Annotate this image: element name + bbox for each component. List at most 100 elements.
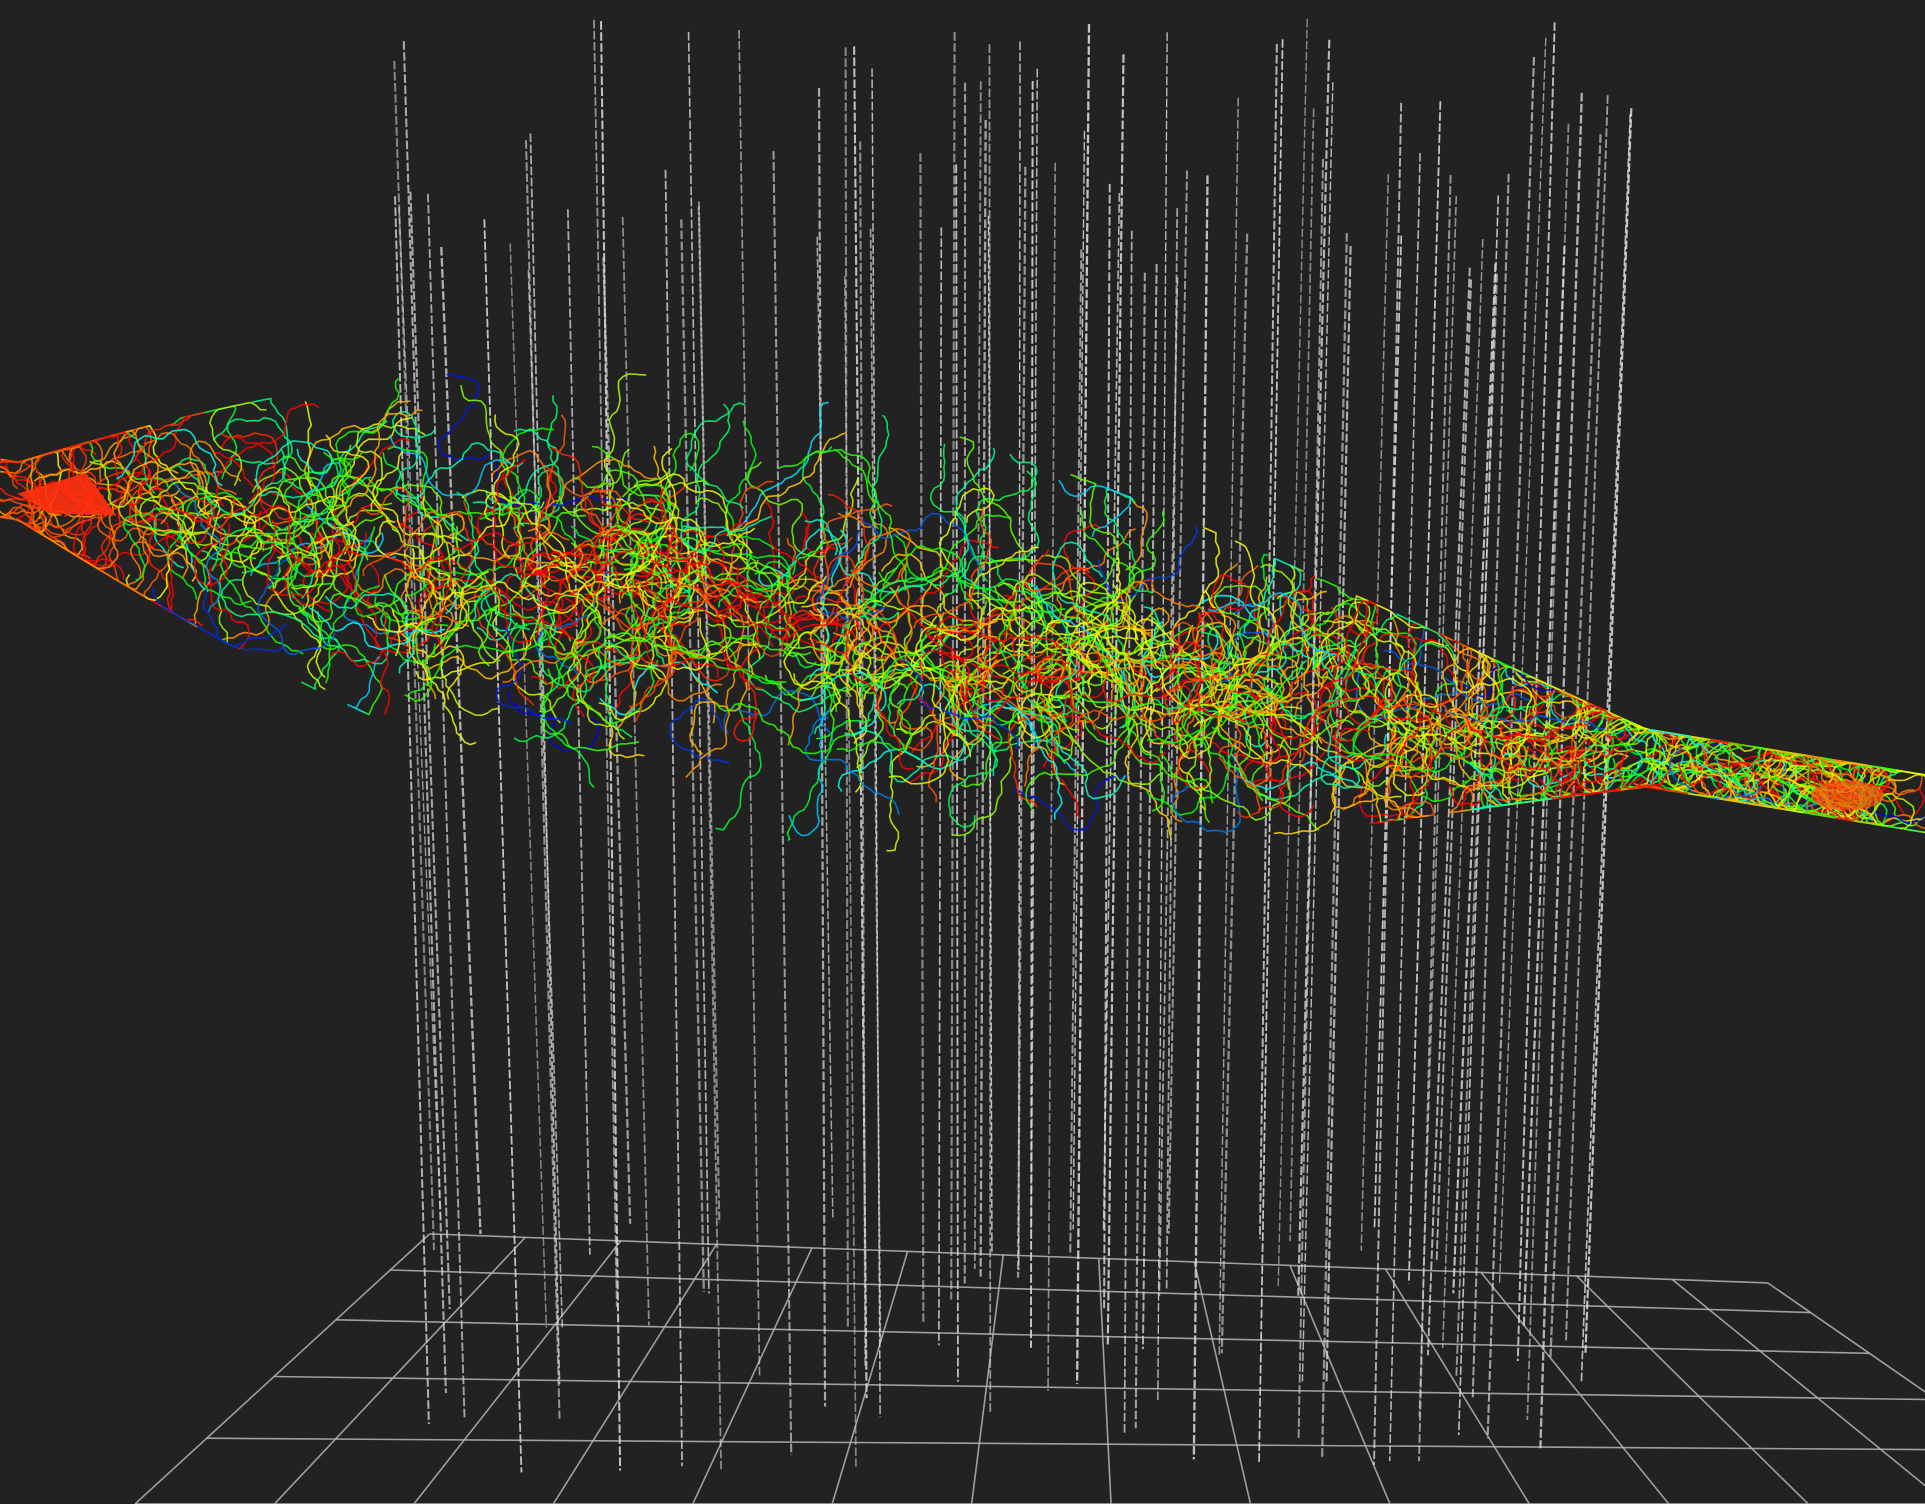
pole xyxy=(1297,39,1331,1296)
trajectory xyxy=(667,608,787,685)
trajectory xyxy=(1066,663,1166,764)
trajectory xyxy=(336,409,423,524)
trajectory xyxy=(1279,706,1342,818)
trajectory xyxy=(394,442,524,500)
trajectory xyxy=(1448,743,1521,814)
trajectory xyxy=(303,400,411,494)
trajectory xyxy=(959,436,1031,564)
trajectory xyxy=(1514,708,1577,798)
trajectory xyxy=(934,615,997,712)
trajectory xyxy=(453,468,557,551)
trajectory xyxy=(374,496,444,560)
trajectory xyxy=(1619,759,1715,791)
trajectory xyxy=(519,555,657,596)
pole xyxy=(1134,272,1146,1429)
trajectory xyxy=(893,681,934,752)
trajectory xyxy=(932,653,1031,734)
trajectory xyxy=(290,591,340,691)
trajectory-tip xyxy=(1810,780,1885,811)
floor-line xyxy=(1767,1282,1925,1393)
trajectory xyxy=(137,495,216,544)
trajectory xyxy=(177,449,287,516)
trajectory xyxy=(216,403,320,507)
trajectory xyxy=(1064,605,1111,687)
trajectory xyxy=(333,525,422,655)
trajectory xyxy=(1877,773,1925,834)
trajectory xyxy=(733,637,760,743)
trajectory xyxy=(597,641,656,739)
pole xyxy=(1258,39,1284,1464)
trajectory xyxy=(1113,703,1172,840)
trajectory xyxy=(148,461,214,543)
trajectory xyxy=(970,592,1082,695)
floor-line xyxy=(335,1318,1870,1355)
floor-line xyxy=(1480,1271,1670,1504)
trajectory xyxy=(778,448,880,530)
trajectory xyxy=(879,544,974,610)
trajectory xyxy=(712,542,791,591)
trajectory xyxy=(160,440,242,525)
trajectory xyxy=(914,615,972,758)
vertical-poles xyxy=(393,18,1633,1473)
trajectory xyxy=(955,447,996,590)
pole xyxy=(1522,245,1566,1327)
trajectory xyxy=(1344,621,1397,726)
trajectory xyxy=(298,606,389,665)
trajectory xyxy=(1207,591,1334,657)
trajectory xyxy=(807,512,889,595)
trajectory xyxy=(972,470,1035,591)
trajectory xyxy=(540,668,640,752)
trajectory xyxy=(1384,649,1532,706)
trajectory xyxy=(1169,526,1221,636)
floor-line xyxy=(1576,1275,1809,1504)
trajectory xyxy=(811,503,893,614)
trajectory xyxy=(1146,726,1234,816)
trajectory xyxy=(428,491,513,563)
trajectory xyxy=(1180,707,1213,791)
trajectory xyxy=(211,527,298,590)
pole xyxy=(680,219,705,1292)
trajectory xyxy=(1487,734,1577,771)
trajectory xyxy=(533,611,582,714)
trajectory xyxy=(1315,670,1412,742)
trajectory xyxy=(598,644,668,721)
trajectory xyxy=(649,432,700,544)
trajectory xyxy=(896,683,997,776)
trajectory xyxy=(204,486,346,524)
pole xyxy=(1426,267,1471,1356)
trajectory xyxy=(367,478,459,567)
trajectory xyxy=(1032,659,1197,675)
trajectory xyxy=(1840,800,1925,827)
trajectory xyxy=(736,566,858,640)
trajectory xyxy=(116,428,223,487)
trajectory xyxy=(987,453,1040,566)
trajectory xyxy=(656,636,812,658)
trajectory xyxy=(513,655,636,743)
trajectory xyxy=(804,716,900,816)
trajectory xyxy=(1471,704,1622,739)
pole xyxy=(1289,108,1315,1242)
trajectory xyxy=(1582,752,1667,794)
trajectory xyxy=(746,461,826,558)
trajectory xyxy=(440,600,499,717)
pole xyxy=(1192,175,1209,1460)
trajectory xyxy=(859,726,975,783)
pole xyxy=(1165,208,1179,1291)
trajectory xyxy=(1026,582,1077,723)
floor-line xyxy=(390,1269,1811,1314)
pole xyxy=(1075,24,1091,1385)
trajectory xyxy=(1121,605,1156,754)
trajectory xyxy=(1677,761,1764,799)
trajectory xyxy=(229,532,332,588)
trajectory xyxy=(391,410,437,496)
trajectory xyxy=(461,489,583,580)
trajectory xyxy=(639,538,742,617)
pole xyxy=(919,153,925,1324)
floor-line xyxy=(1384,1268,1531,1504)
trajectory xyxy=(1022,620,1075,754)
trajectory xyxy=(726,420,775,550)
trajectory xyxy=(492,414,520,559)
trajectory xyxy=(266,519,351,597)
trajectory xyxy=(1444,728,1527,804)
trajectory xyxy=(1224,700,1355,751)
